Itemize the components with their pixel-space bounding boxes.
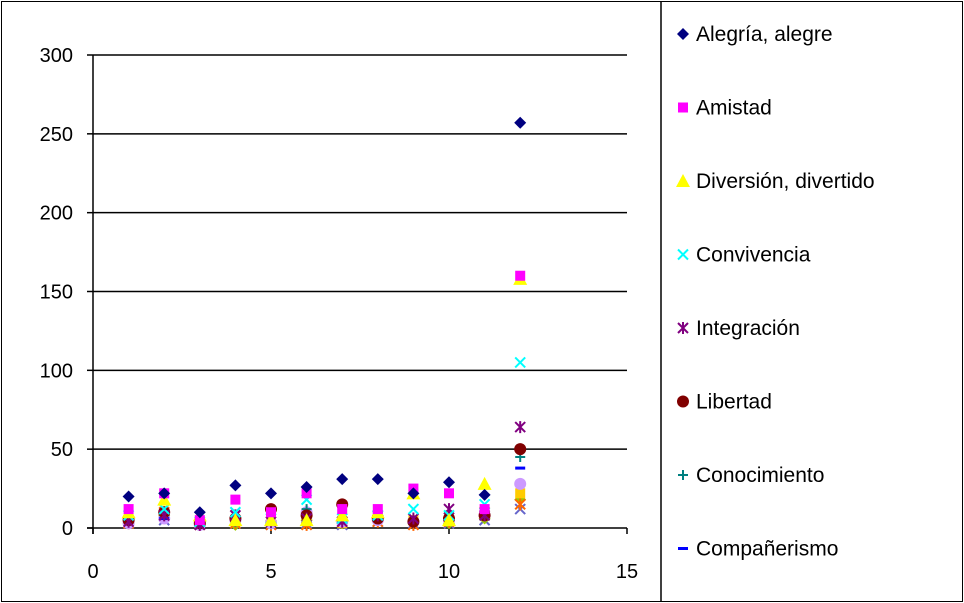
data-point — [444, 488, 454, 498]
data-point — [229, 479, 241, 491]
legend-label: Integración — [696, 317, 800, 340]
y-tick-label: 50 — [51, 439, 73, 461]
legend-marker-icon — [676, 174, 690, 187]
x-tick-label: 15 — [616, 561, 638, 583]
legend-label: Conocimiento — [696, 464, 824, 487]
legend-marker-icon — [677, 28, 689, 40]
legend-label: Diversión, divertido — [696, 170, 875, 193]
data-point — [230, 495, 240, 505]
x-tick-label: 0 — [87, 561, 98, 583]
legend: Alegría, alegre Amistad Diversión, diverti… — [676, 23, 875, 561]
legend-label: Amistad — [696, 97, 772, 120]
legend-marker-icon — [678, 322, 688, 334]
data-point — [265, 487, 277, 499]
y-tick-label: 150 — [40, 282, 73, 304]
data-point — [515, 467, 525, 470]
data-point — [337, 504, 347, 514]
data-point — [480, 504, 490, 514]
legend-marker-icon — [678, 470, 688, 480]
data-point — [478, 477, 492, 490]
legend-label: Libertad — [696, 391, 772, 414]
x-tick-label: 5 — [265, 561, 276, 583]
data-point — [514, 443, 526, 455]
data-point — [123, 490, 135, 502]
data-point — [515, 271, 525, 281]
data-point — [514, 478, 526, 490]
data-point — [443, 476, 455, 488]
y-tick-label: 200 — [40, 203, 73, 225]
legend-label: Convivencia — [696, 244, 811, 267]
x-tick-label: 10 — [438, 561, 460, 583]
axes — [87, 55, 627, 534]
data-points — [122, 117, 528, 531]
data-point — [266, 507, 276, 517]
data-point — [124, 504, 134, 514]
y-tick-label: 100 — [40, 360, 73, 382]
legend-marker-icon — [677, 396, 689, 408]
y-tick-label: 300 — [40, 45, 73, 67]
y-tick-label: 250 — [40, 124, 73, 146]
data-point — [373, 504, 383, 514]
data-point — [372, 473, 384, 485]
data-point — [515, 357, 525, 367]
data-point — [336, 473, 348, 485]
data-point — [514, 117, 526, 129]
grid-lines — [93, 55, 627, 449]
legend-label: Compañerismo — [696, 538, 838, 561]
legend-marker-icon — [678, 103, 688, 113]
data-point — [515, 421, 525, 433]
legend-marker-icon — [678, 547, 688, 550]
legend-label: Alegría, alegre — [696, 23, 833, 46]
y-tick-label: 0 — [62, 518, 73, 540]
legend-marker-icon — [678, 250, 688, 260]
